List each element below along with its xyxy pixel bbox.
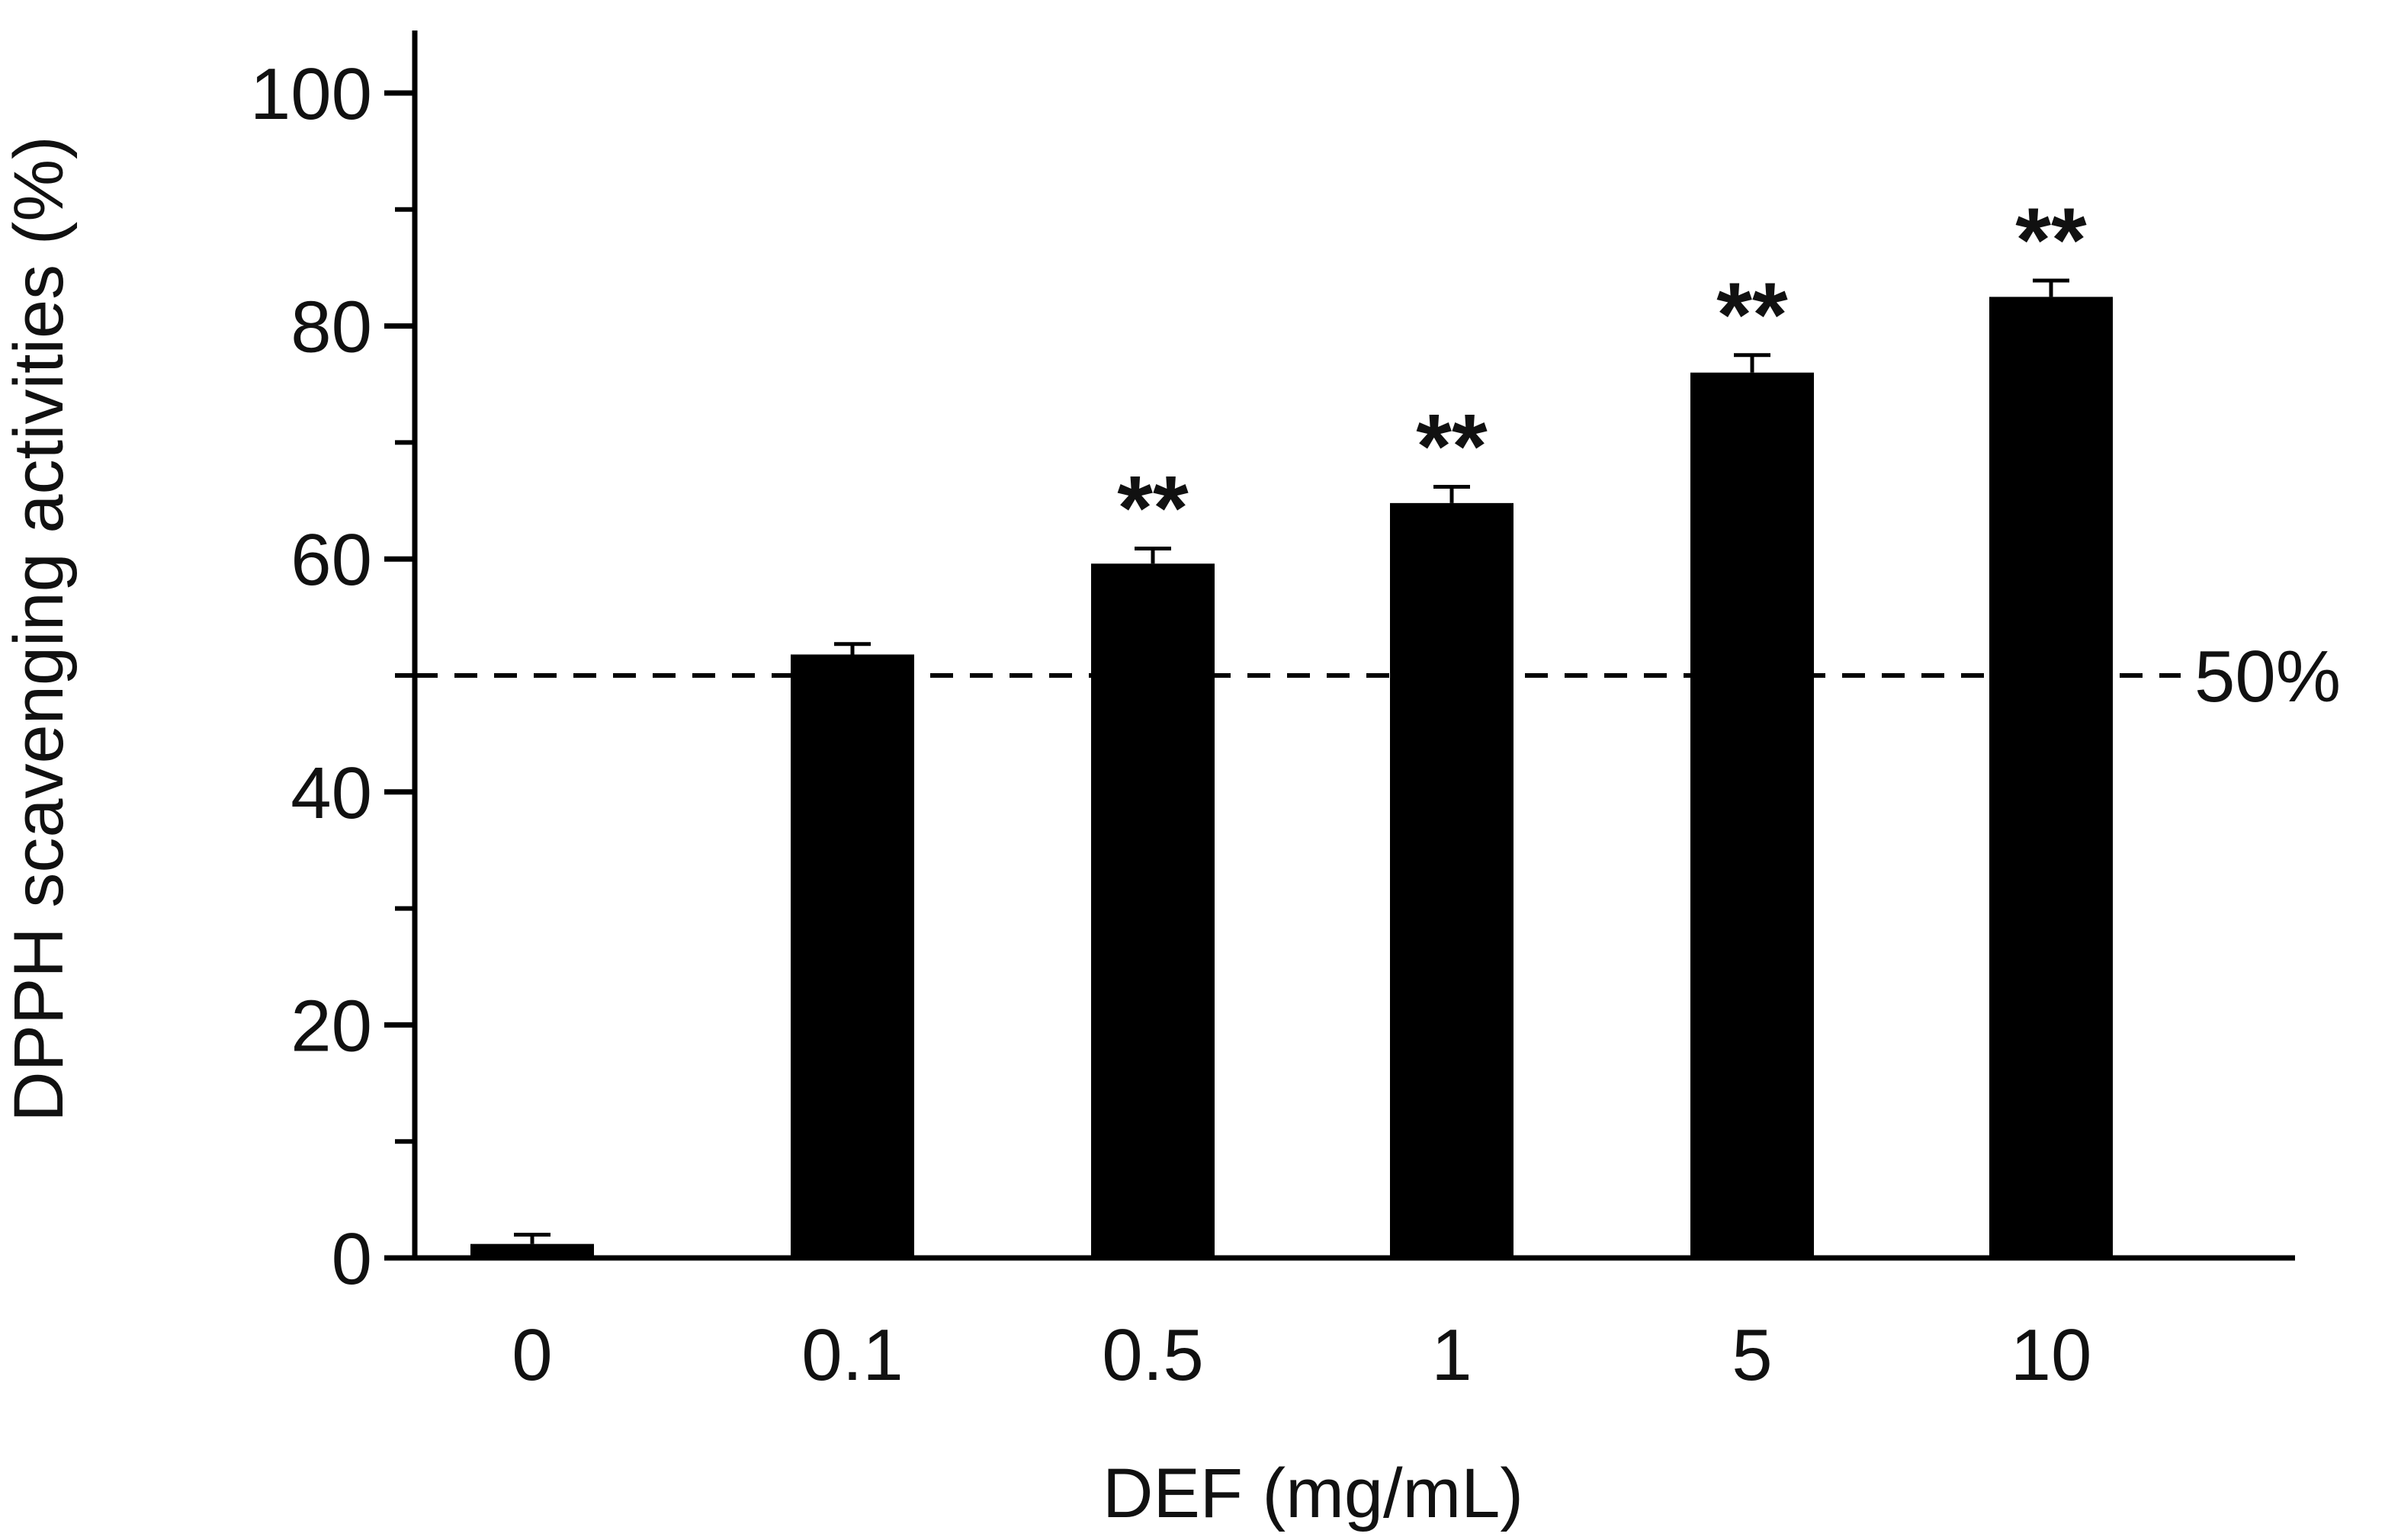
bar-0 [470, 1243, 594, 1258]
bar-1 [1390, 502, 1513, 1258]
x-tick-label-1: 1 [1431, 1314, 1472, 1396]
y-axis-title: DPPH scavenging activities (%) [0, 136, 78, 1122]
x-tick-label-5: 5 [1732, 1314, 1772, 1396]
bar-5 [1690, 372, 1814, 1259]
reference-line-label: 50% [2194, 636, 2341, 717]
axes-layer [384, 30, 2295, 1261]
y-tick-label-60: 60 [291, 519, 372, 601]
x-axis-title: DEF (mg/mL) [1103, 1455, 1523, 1532]
y-tick-label-20: 20 [291, 985, 372, 1067]
y-tick-label-0: 0 [332, 1218, 372, 1300]
x-tick-label-10: 10 [2011, 1314, 2092, 1396]
bar-0.5 [1091, 563, 1215, 1258]
significance-mark-0.5: ** [1117, 457, 1189, 559]
x-tick-label-0.1: 0.1 [801, 1314, 903, 1396]
bar-10 [1989, 297, 2113, 1258]
x-tick-label-0: 0 [512, 1314, 552, 1396]
bar-0.1 [791, 654, 914, 1258]
significance-mark-5: ** [1716, 264, 1788, 366]
y-tick-label-100: 100 [250, 53, 372, 135]
y-tick-label-40: 40 [291, 752, 372, 834]
y-tick-label-80: 80 [291, 287, 372, 368]
bars-layer [470, 278, 2113, 1259]
significance-mark-1: ** [1416, 395, 1488, 497]
x-tick-label-0.5: 0.5 [1102, 1314, 1203, 1396]
significance-mark-10: ** [2015, 189, 2087, 291]
